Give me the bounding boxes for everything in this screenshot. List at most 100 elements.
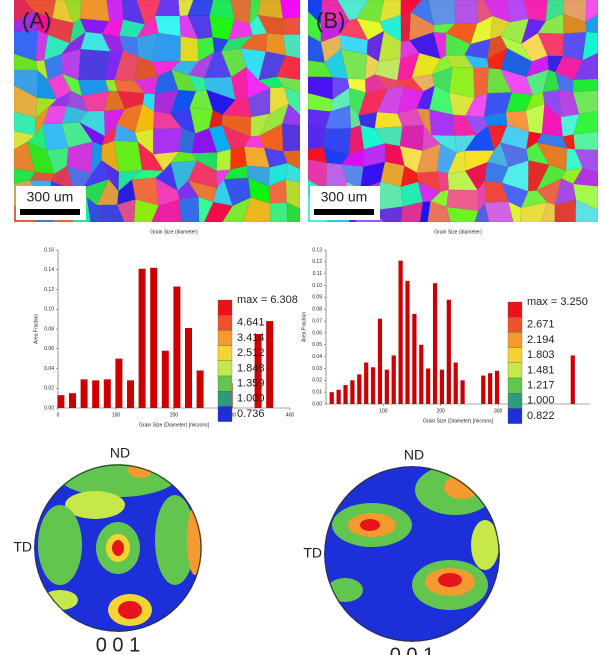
grain xyxy=(282,124,300,151)
pole-label: 0 0 1 xyxy=(390,644,434,655)
bar xyxy=(495,371,499,404)
bar xyxy=(385,370,389,404)
x-tick-label: 0 xyxy=(57,412,60,418)
legend-swatch xyxy=(508,317,522,332)
legend-swatch xyxy=(508,363,522,378)
bar xyxy=(392,355,396,404)
legend-label: 1.803 xyxy=(527,349,555,361)
scale-bar-label: 300 um xyxy=(321,189,368,205)
grain xyxy=(283,34,300,58)
y-tick-label: 0.05 xyxy=(312,342,322,348)
grain xyxy=(179,197,199,222)
x-tick-label: 400 xyxy=(286,412,295,418)
x-tick-label: 200 xyxy=(437,408,446,414)
grain xyxy=(283,17,300,34)
bar xyxy=(454,363,458,404)
x-axis-label: Grain Size (Diameter) [microns] xyxy=(139,422,210,428)
legend-label: 0.822 xyxy=(527,410,555,422)
y-tick-label: 0.10 xyxy=(44,307,54,313)
grain xyxy=(153,128,182,154)
y-axis-label: Area Fraction xyxy=(301,312,307,342)
bar xyxy=(371,367,375,404)
x-tick-label: 200 xyxy=(170,412,179,418)
legend-swatch xyxy=(218,300,232,315)
bar xyxy=(378,319,382,404)
grain xyxy=(114,141,142,172)
legend-swatch xyxy=(508,393,522,408)
bar xyxy=(337,390,341,404)
y-tick-label: 0.13 xyxy=(312,247,322,253)
bar xyxy=(162,351,169,408)
bar xyxy=(350,380,354,404)
legend-swatch xyxy=(218,376,232,391)
bar xyxy=(81,379,88,408)
bar xyxy=(139,269,146,408)
grain xyxy=(280,0,300,19)
bar xyxy=(173,287,180,408)
grain xyxy=(573,79,598,92)
legend-label: max = 6.308 xyxy=(237,294,298,306)
y-tick-label: 0.02 xyxy=(44,386,54,392)
figure: (A) 300 um (B) 300 um Grain Size (diameter) G… xyxy=(0,0,605,655)
x-tick-label: 100 xyxy=(112,412,121,418)
scale-bar-label: 300 um xyxy=(27,189,74,205)
legend-swatch xyxy=(218,361,232,376)
bar xyxy=(92,380,99,408)
y-tick-label: 0.06 xyxy=(312,330,322,336)
bar xyxy=(330,392,334,404)
grain xyxy=(401,13,411,42)
bar xyxy=(447,300,451,404)
bar xyxy=(357,374,361,404)
legend-label: 1.481 xyxy=(527,364,555,376)
y-tick-label: 0.00 xyxy=(312,401,322,407)
legend-swatch xyxy=(218,406,232,421)
bar xyxy=(460,380,464,404)
x-tick-label: 100 xyxy=(379,408,388,414)
y-tick-label: 0.14 xyxy=(44,267,54,273)
y-tick-label: 0.03 xyxy=(312,366,322,372)
grain xyxy=(78,49,110,80)
legend-label: 1.000 xyxy=(237,393,265,405)
bar xyxy=(104,379,111,408)
chart-title: Grain Size (diameter) xyxy=(434,229,482,235)
bar xyxy=(440,370,444,404)
legend-swatch xyxy=(218,330,232,345)
y-tick-label: 0.08 xyxy=(44,326,54,332)
panel-label: (A) xyxy=(22,8,51,33)
y-tick-label: 0.00 xyxy=(44,405,54,411)
bar xyxy=(266,321,273,408)
y-tick-label: 0.11 xyxy=(313,271,323,277)
legend-label: 2.194 xyxy=(527,334,555,346)
scale-bar xyxy=(20,209,80,215)
grain xyxy=(180,36,198,61)
y-tick-label: 0.16 xyxy=(44,247,54,253)
y-tick-label: 0.02 xyxy=(312,378,322,384)
bar xyxy=(488,373,492,404)
legend-label: max = 3.250 xyxy=(527,296,588,308)
legend-label: 0.736 xyxy=(237,408,265,420)
y-tick-label: 0.12 xyxy=(44,287,54,293)
y-axis-label: Area Fraction xyxy=(33,314,39,344)
bar xyxy=(405,281,409,404)
bar xyxy=(57,395,64,408)
legend-label: 3.414 xyxy=(237,332,265,344)
panel-label: (B) xyxy=(316,8,345,33)
pole-label: ND xyxy=(404,447,424,463)
legend-label: 1.848 xyxy=(237,362,265,374)
bar xyxy=(399,261,403,404)
x-tick-label: 300 xyxy=(494,408,503,414)
bar xyxy=(185,328,192,408)
y-tick-label: 0.01 xyxy=(312,389,322,395)
bar xyxy=(343,385,347,404)
bar xyxy=(150,268,157,408)
grain xyxy=(474,68,489,98)
legend-label: 1.217 xyxy=(527,380,555,392)
y-tick-label: 0.07 xyxy=(312,318,322,324)
bar xyxy=(571,355,575,404)
legend-swatch xyxy=(508,348,522,363)
bar xyxy=(127,380,134,408)
pole-label: TD xyxy=(303,545,322,561)
legend-label: 2.671 xyxy=(527,319,555,331)
grain xyxy=(217,149,231,171)
y-tick-label: 0.04 xyxy=(312,354,322,360)
